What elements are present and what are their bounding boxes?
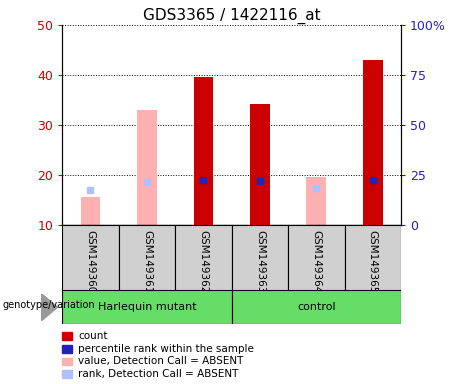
Bar [288,225,344,290]
Bar [81,197,100,225]
Title: GDS3365 / 1422116_at: GDS3365 / 1422116_at [143,7,320,23]
Text: GSM149361: GSM149361 [142,230,152,293]
Text: GSM149362: GSM149362 [198,230,208,293]
Bar [62,225,118,290]
Text: value, Detection Call = ABSENT: value, Detection Call = ABSENT [78,356,243,366]
Text: genotype/variation: genotype/variation [2,300,95,310]
Bar [363,60,383,225]
Bar [62,290,231,324]
Text: control: control [297,302,336,312]
Bar [344,225,401,290]
Bar [137,110,157,225]
Text: rank, Detection Call = ABSENT: rank, Detection Call = ABSENT [78,369,238,379]
Bar [231,225,288,290]
Text: count: count [78,331,107,341]
Bar [231,290,401,324]
Bar [175,225,231,290]
Bar [307,177,326,225]
Polygon shape [41,294,58,321]
Text: GSM149363: GSM149363 [255,230,265,293]
Text: percentile rank within the sample: percentile rank within the sample [78,344,254,354]
Bar [118,225,175,290]
Text: Harlequin mutant: Harlequin mutant [98,302,196,312]
Text: GSM149365: GSM149365 [368,230,378,293]
Text: GSM149364: GSM149364 [311,230,321,293]
Bar [250,104,270,225]
Bar [194,78,213,225]
Text: GSM149360: GSM149360 [85,230,95,293]
